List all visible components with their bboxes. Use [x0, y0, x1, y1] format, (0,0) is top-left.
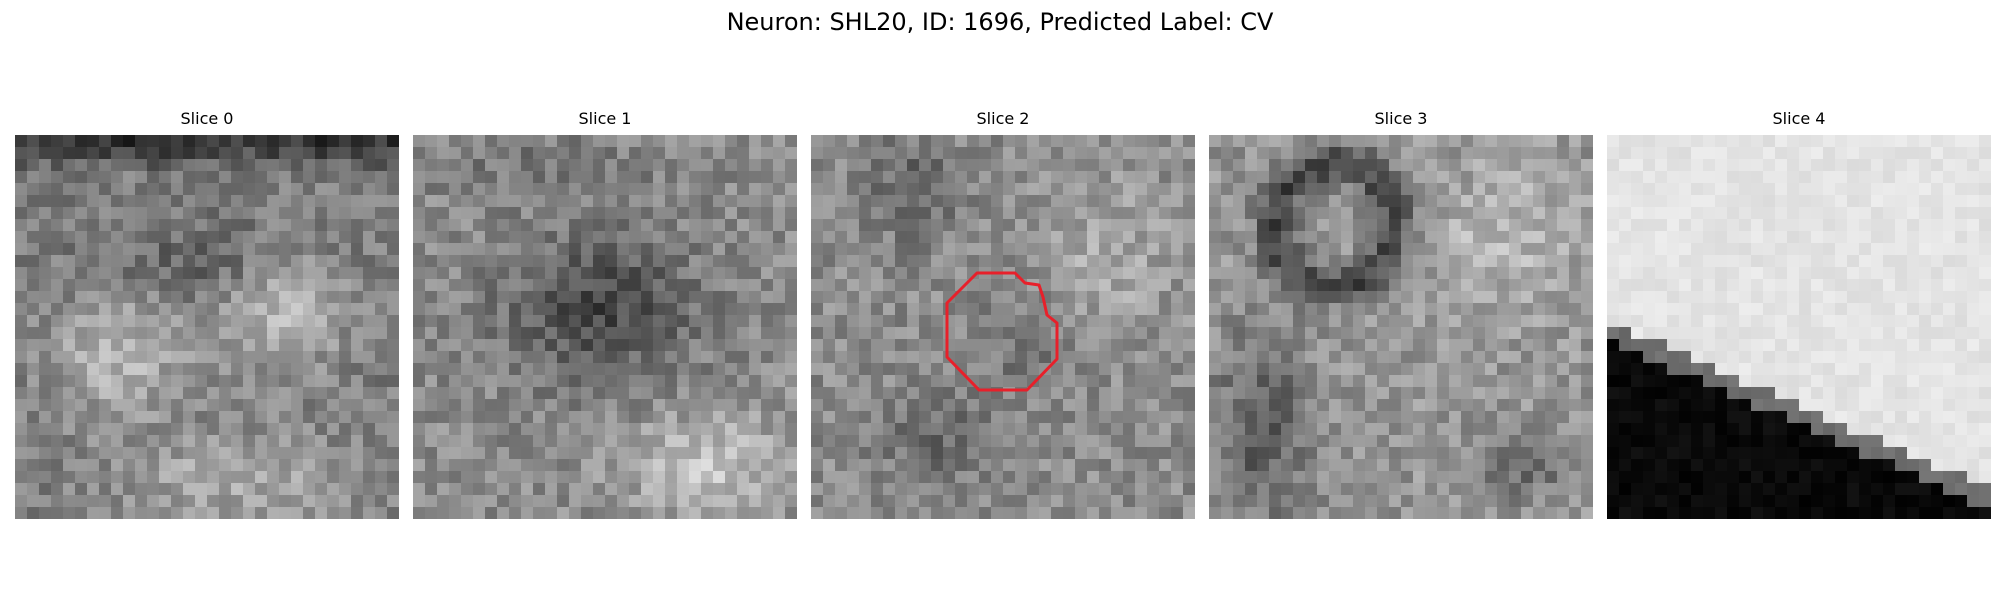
slice-image-0 — [15, 135, 399, 519]
slice-image-2 — [811, 135, 1195, 519]
figure-title: Neuron: SHL20, ID: 1696, Predicted Label… — [726, 8, 1274, 36]
segmentation-contour — [945, 271, 1059, 392]
slice-panel-1: Slice 1 — [413, 108, 797, 519]
slice-panel-3: Slice 3 — [1209, 108, 1593, 519]
slice-panel-0: Slice 0 — [15, 108, 399, 519]
slice-title-4: Slice 4 — [1772, 109, 1826, 128]
slice-panel-4: Slice 4 — [1607, 108, 1991, 519]
slice-panel-2: Slice 2 — [811, 108, 1195, 519]
slice-title-0: Slice 0 — [180, 109, 234, 128]
slice-title-2: Slice 2 — [976, 109, 1030, 128]
slice-image-3 — [1209, 135, 1593, 519]
slice-title-1: Slice 1 — [578, 109, 632, 128]
slice-title-3: Slice 3 — [1374, 109, 1428, 128]
slice-image-4 — [1607, 135, 1991, 519]
slice-image-1 — [413, 135, 797, 519]
